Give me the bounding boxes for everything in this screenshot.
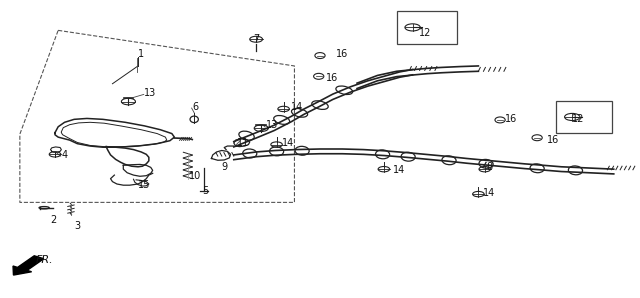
- Text: 12: 12: [419, 28, 431, 38]
- Text: FR.: FR.: [36, 255, 54, 265]
- FancyArrow shape: [13, 256, 44, 275]
- Text: 15: 15: [138, 180, 150, 190]
- Text: 8: 8: [486, 162, 492, 172]
- Text: 2: 2: [50, 215, 56, 225]
- Text: 4: 4: [61, 150, 67, 160]
- Text: 7: 7: [253, 34, 259, 44]
- Text: 14: 14: [483, 189, 495, 198]
- Text: 13: 13: [266, 120, 278, 130]
- Text: 1: 1: [138, 49, 144, 59]
- Text: 10: 10: [189, 171, 202, 181]
- Text: 16: 16: [336, 49, 348, 59]
- Text: 3: 3: [74, 221, 80, 231]
- Text: 14: 14: [291, 103, 303, 112]
- Text: 9: 9: [221, 162, 227, 172]
- Text: 16: 16: [505, 114, 518, 124]
- Text: 13: 13: [145, 88, 157, 98]
- Text: 14: 14: [394, 165, 406, 175]
- Text: 14: 14: [282, 138, 294, 148]
- Text: 16: 16: [326, 73, 339, 83]
- Text: 12: 12: [572, 114, 584, 124]
- Text: 16: 16: [547, 135, 559, 145]
- Text: 5: 5: [202, 186, 208, 195]
- Text: 6: 6: [192, 103, 198, 112]
- Text: 11: 11: [237, 138, 249, 148]
